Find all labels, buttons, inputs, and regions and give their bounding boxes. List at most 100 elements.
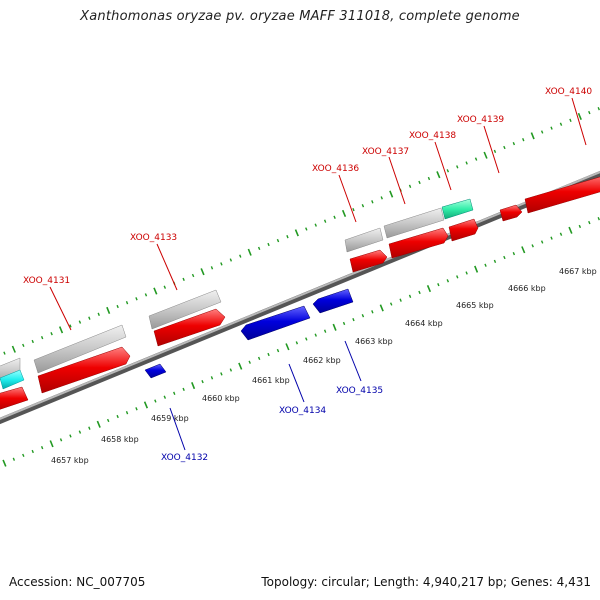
- minor-tick: [503, 145, 506, 150]
- minor-tick: [314, 223, 317, 227]
- minor-tick: [465, 161, 468, 165]
- major-tick: [341, 209, 347, 218]
- cds-arrow-forward: [388, 227, 449, 259]
- minor-tick: [267, 242, 270, 247]
- minor-tick: [474, 157, 478, 161]
- minor-tick: [437, 283, 440, 287]
- minor-tick: [503, 255, 506, 260]
- gene-labels: XOO_4131 XOO_4133 XOO_4136 XOO_4137 XOO_…: [23, 87, 592, 463]
- gene-label-xoo-4135[interactable]: XOO_4135: [336, 386, 383, 396]
- minor-tick: [31, 339, 34, 344]
- forward-tick-track: [3, 107, 600, 355]
- major-tick: [2, 459, 7, 467]
- genome-backbone: [0, 170, 600, 425]
- minor-tick: [191, 273, 195, 278]
- label-leaders: [49, 97, 587, 451]
- minor-tick: [597, 217, 600, 221]
- gene-label-xoo-4138[interactable]: XOO_4138: [409, 131, 456, 141]
- minor-tick: [323, 329, 327, 333]
- minor-tick: [446, 169, 450, 173]
- major-tick: [49, 440, 54, 448]
- minor-tick: [588, 110, 591, 115]
- minor-tick: [522, 138, 525, 142]
- minor-tick: [125, 411, 129, 415]
- cds-arrow-forward: [448, 218, 479, 242]
- minor-tick: [78, 430, 82, 434]
- minor-tick: [257, 246, 261, 251]
- minor-tick: [201, 380, 204, 384]
- minor-tick: [531, 244, 534, 248]
- gene-label-xoo-4131[interactable]: XOO_4131: [23, 276, 70, 286]
- minor-tick: [210, 266, 214, 270]
- minor-tick: [427, 176, 431, 181]
- scale-label-4657: 4657 kbp: [51, 456, 89, 465]
- feature-block-gray: [344, 227, 384, 253]
- major-tick: [247, 248, 252, 256]
- minor-tick: [512, 251, 516, 256]
- minor-tick: [408, 294, 412, 298]
- gene-label-xoo-4140[interactable]: XOO_4140: [545, 87, 592, 97]
- gene-label-xoo-4134[interactable]: XOO_4134: [279, 406, 326, 416]
- minor-tick: [40, 335, 44, 340]
- minor-tick: [116, 304, 119, 309]
- minor-tick: [352, 317, 355, 322]
- major-tick: [426, 284, 432, 293]
- major-tick: [285, 343, 290, 351]
- cds-arrow-reverse: [312, 288, 354, 314]
- minor-tick: [305, 337, 308, 341]
- minor-tick: [163, 285, 167, 289]
- minor-tick: [31, 449, 34, 454]
- minor-tick: [597, 107, 600, 111]
- minor-tick: [465, 271, 468, 275]
- minor-tick: [371, 310, 374, 314]
- minor-tick: [257, 356, 261, 361]
- gene-label-xoo-4139[interactable]: XOO_4139: [457, 115, 504, 125]
- minor-tick: [323, 219, 327, 223]
- outer-features: [0, 198, 474, 390]
- minor-tick: [69, 434, 72, 438]
- minor-tick: [361, 314, 365, 318]
- minor-tick: [493, 149, 497, 154]
- scale-labels: 4657 kbp 4658 kbp 4659 kbp 4660 kbp 4661…: [51, 267, 597, 465]
- minor-tick: [314, 333, 317, 337]
- minor-tick: [361, 204, 365, 208]
- minor-tick: [97, 312, 100, 316]
- minor-tick: [550, 236, 553, 240]
- minor-tick: [88, 426, 91, 430]
- minor-tick: [229, 258, 233, 262]
- minor-tick: [276, 238, 280, 243]
- scale-label-4666: 4666 kbp: [508, 284, 546, 293]
- scale-label-4660: 4660 kbp: [202, 394, 240, 403]
- minor-tick: [239, 254, 242, 258]
- scale-label-4665: 4665 kbp: [456, 301, 494, 310]
- minor-tick: [352, 207, 355, 212]
- gene-label-xoo-4133[interactable]: XOO_4133: [130, 233, 177, 243]
- minor-tick: [88, 316, 91, 320]
- major-tick: [96, 420, 101, 428]
- minor-tick: [578, 224, 582, 229]
- gene-label-xoo-4136[interactable]: XOO_4136: [312, 164, 359, 174]
- cds-arrow-reverse: [144, 363, 167, 379]
- major-tick: [577, 112, 582, 121]
- minor-tick: [182, 277, 185, 282]
- cds-arrow-forward: [499, 204, 523, 222]
- genome-title: Xanthomonas oryzae pv. oryzae MAFF 31101…: [80, 9, 520, 24]
- gene-label-xoo-4132[interactable]: XOO_4132: [161, 453, 208, 463]
- minor-tick: [456, 275, 459, 279]
- minor-tick: [22, 343, 25, 347]
- minor-tick: [399, 298, 402, 302]
- minor-tick: [3, 351, 6, 355]
- minor-tick: [163, 395, 167, 399]
- scale-label-4658: 4658 kbp: [101, 435, 139, 444]
- gene-label-xoo-4137[interactable]: XOO_4137: [362, 147, 409, 157]
- minor-tick: [418, 180, 421, 185]
- minor-tick: [286, 235, 289, 239]
- major-tick: [483, 151, 488, 159]
- minor-tick: [59, 438, 63, 442]
- minor-tick: [22, 453, 25, 457]
- major-tick: [200, 268, 205, 276]
- forward-cds-arrows: [0, 176, 600, 410]
- minor-tick: [173, 391, 176, 395]
- minor-tick: [305, 227, 308, 231]
- minor-tick: [50, 332, 53, 336]
